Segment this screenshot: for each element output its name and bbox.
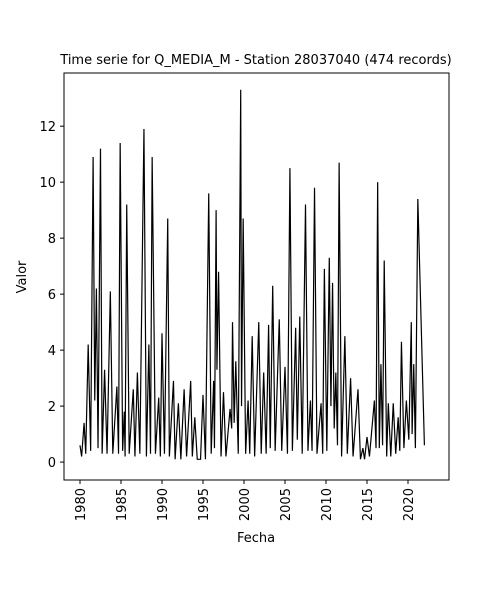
x-tick-label: 1980	[74, 488, 89, 521]
y-tick-label: 10	[39, 176, 56, 191]
x-axis-label: Fecha	[237, 531, 275, 546]
y-axis-label: Valor	[15, 260, 30, 293]
x-tick-label: 2010	[320, 488, 335, 521]
y-tick-label: 0	[48, 456, 56, 471]
y-tick-label: 4	[48, 344, 56, 359]
y-tick-label: 6	[48, 288, 56, 303]
x-tick-label: 2015	[361, 488, 376, 521]
y-tick-label: 2	[48, 400, 56, 415]
y-tick-label: 8	[48, 232, 56, 247]
y-tick-label: 12	[39, 120, 56, 135]
x-tick-label: 2000	[238, 488, 253, 521]
x-tick-label: 1995	[197, 488, 212, 521]
x-tick-label: 1990	[156, 488, 171, 521]
x-tick-label: 2005	[279, 488, 294, 521]
x-tick-label: 1985	[115, 488, 130, 521]
chart-title: Time serie for Q_MEDIA_M - Station 28037…	[59, 53, 451, 68]
x-tick-label: 2020	[402, 488, 417, 521]
plot-frame	[63, 72, 450, 481]
data-line	[79, 89, 425, 460]
